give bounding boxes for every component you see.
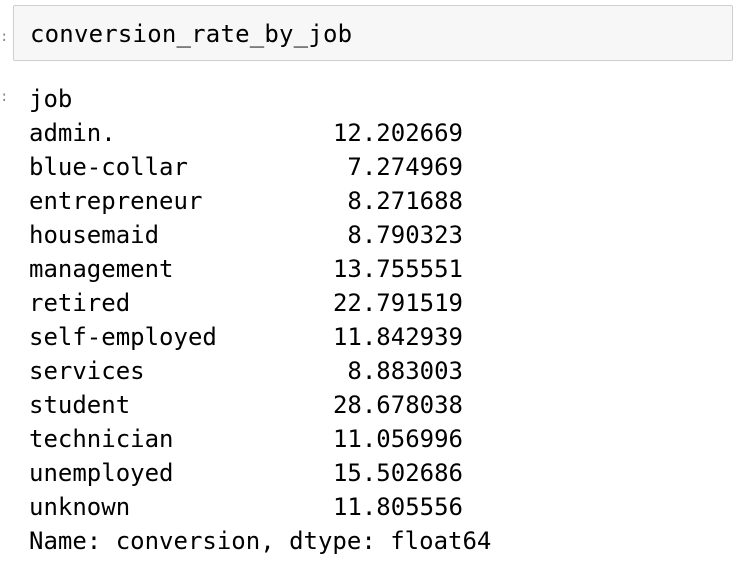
series-rows: admin. 12.202669 blue-collar 7.274969 entrep… [29, 116, 729, 524]
series-row: blue-collar 7.274969 [29, 150, 729, 184]
code-input-cell[interactable]: conversion_rate_by_job [13, 5, 733, 61]
series-row: unknown 11.805556 [29, 490, 729, 524]
input-prompt-marker: : [0, 29, 9, 45]
series-row: services 8.883003 [29, 354, 729, 388]
series-row: admin. 12.202669 [29, 116, 729, 150]
series-row-label: unknown [29, 493, 131, 521]
series-row-label: self-employed [29, 323, 217, 351]
series-row: self-employed 11.842939 [29, 320, 729, 354]
series-row-label: retired [29, 289, 131, 317]
series-row-value: 11.805556 [332, 493, 463, 521]
series-row-label: entrepreneur [29, 187, 203, 215]
series-row: unemployed 15.502686 [29, 456, 729, 490]
series-row-value: 8.271688 [347, 187, 463, 215]
series-row-value: 11.056996 [332, 425, 463, 453]
series-row-label: student [29, 391, 131, 419]
cell-output: job admin. 12.202669 blue-collar 7.274969 en… [29, 82, 729, 558]
series-row-label: technician [29, 425, 174, 453]
series-row: retired 22.791519 [29, 286, 729, 320]
series-row-label: unemployed [29, 459, 174, 487]
series-row-label: housemaid [29, 221, 160, 249]
series-index-name: job [29, 85, 73, 113]
series-footer: Name: conversion, dtype: float64 [29, 527, 492, 555]
series-row-label: blue-collar [29, 153, 188, 181]
series-row-value: 11.842939 [332, 323, 463, 351]
series-row-value: 13.755551 [332, 255, 463, 283]
series-row-label: management [29, 255, 174, 283]
series-row: technician 11.056996 [29, 422, 729, 456]
series-row-value: 28.678038 [332, 391, 463, 419]
series-row: management 13.755551 [29, 252, 729, 286]
series-row-label: admin. [29, 119, 116, 147]
series-row-label: services [29, 357, 145, 385]
series-row-value: 8.790323 [347, 221, 463, 249]
series-row-value: 12.202669 [332, 119, 463, 147]
output-prompt-marker: : [0, 89, 9, 105]
code-text: conversion_rate_by_job [30, 20, 353, 48]
series-row-value: 8.883003 [347, 357, 463, 385]
series-row-value: 22.791519 [332, 289, 463, 317]
series-row-value: 7.274969 [347, 153, 463, 181]
series-row: entrepreneur 8.271688 [29, 184, 729, 218]
series-row: housemaid 8.790323 [29, 218, 729, 252]
series-row-value: 15.502686 [332, 459, 463, 487]
series-row: student 28.678038 [29, 388, 729, 422]
